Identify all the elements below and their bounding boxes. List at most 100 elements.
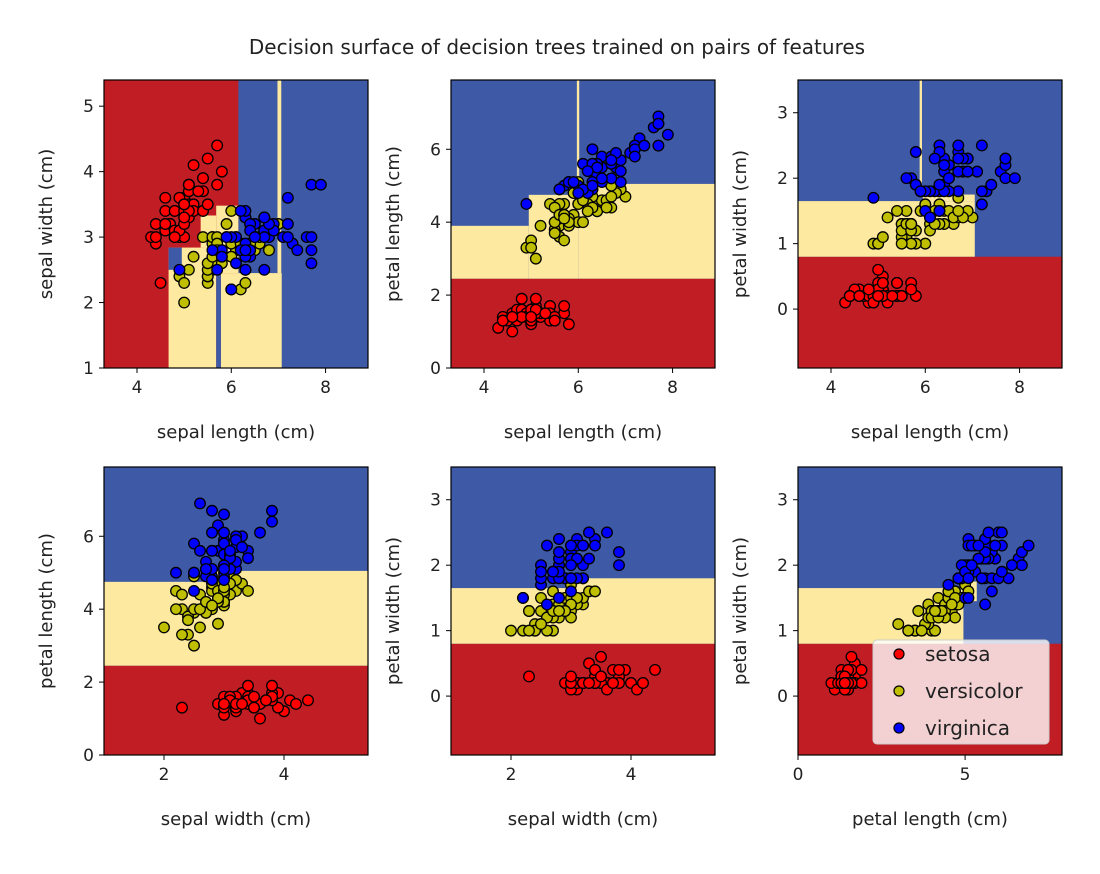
point-virginica [281,218,294,230]
point-versicolor [891,204,903,217]
point-versicolor [176,588,188,601]
point-virginica [961,165,974,178]
point-versicolor [581,205,594,218]
point-versicolor [902,624,915,637]
y-tick-label: 5 [83,97,94,117]
point-virginica [989,539,1002,552]
point-virginica [589,539,601,552]
point-virginica [242,552,254,565]
point-setosa [649,663,661,676]
x-tick-label: 2 [506,765,517,785]
point-virginica [218,508,230,521]
y-tick-label: 0 [430,687,441,707]
point-versicolor [600,201,613,214]
point-versicolor [529,252,542,265]
point-virginica [218,574,230,586]
y-axis-label: petal width (cm) [383,537,404,685]
y-tick-label: 2 [430,286,441,306]
point-virginica [605,154,618,167]
point-setosa [248,701,260,714]
decision-region-setosa [451,278,715,368]
decision-region-versicolor [277,80,282,274]
point-virginica [572,187,585,199]
point-versicolor [876,231,889,244]
point-virginica [995,526,1008,539]
point-virginica [652,117,665,130]
point-versicolor [188,639,200,652]
point-setosa [529,292,542,305]
point-versicolor [535,618,547,631]
y-tick-label: 2 [430,556,441,576]
point-virginica [975,185,988,198]
y-tick-label: 1 [83,359,94,379]
point-setosa [159,191,172,204]
point-versicolor [605,190,618,203]
point-virginica [248,231,261,244]
point-setosa [853,290,866,302]
point-setosa [506,311,519,323]
point-versicolor [892,618,905,631]
point-virginica [952,152,965,165]
x-axis-label: sepal length (cm) [157,422,315,443]
y-tick-label: 3 [777,104,788,124]
y-axis-label: petal width (cm) [730,150,751,298]
point-versicolor [523,605,535,617]
x-axis-label: sepal length (cm) [851,422,1009,443]
point-setosa [149,231,162,244]
y-tick-label: 4 [83,600,94,620]
point-virginica [200,563,212,576]
point-virginica [541,598,553,611]
legend-label-versicolor: versicolor [925,679,1023,703]
y-axis-label: petal length (cm) [383,146,404,302]
point-virginica [215,250,228,263]
point-setosa [583,677,595,689]
point-virginica [583,526,595,539]
point-virginica [266,504,278,517]
point-setosa [539,307,552,320]
point-setosa [872,290,885,302]
legend-label-setosa: setosa [925,642,990,666]
subplot-1: 4 6 8 1 2 3 4 5 sepal length (cm) sepal width (cm… [36,79,369,443]
legend-marker-versicolor [893,685,905,697]
point-versicolor [239,276,252,289]
y-tick-label: 3 [430,491,441,511]
axes-frame [103,79,369,369]
point-virginica [583,552,595,565]
point-virginica [933,204,946,217]
y-tick-label: 0 [777,687,788,707]
point-virginica [652,139,665,152]
point-virginica [239,244,252,257]
point-virginica [995,565,1008,578]
point-setosa [290,698,302,710]
point-virginica [985,585,998,598]
point-setosa [595,650,607,663]
point-versicolor [952,204,965,217]
point-virginica [586,179,599,192]
point-virginica [565,559,577,572]
point-virginica [305,231,318,244]
point-setosa [562,318,575,331]
point-virginica [254,526,266,539]
y-tick-label: 2 [83,294,94,314]
point-setosa [558,300,571,312]
point-virginica [258,263,271,276]
point-setosa [187,159,200,172]
y-tick-label: 4 [430,213,441,233]
y-tick-label: 6 [83,527,94,547]
point-versicolor [158,621,170,634]
y-axis-label: petal length (cm) [36,533,57,689]
point-versicolor [905,218,918,230]
x-tick-label: 4 [479,378,490,398]
point-versicolor [242,584,254,597]
point-virginica [1005,559,1018,572]
point-setosa [201,152,214,165]
point-virginica [581,165,594,178]
point-versicolor [912,605,925,617]
plot-area [451,467,715,755]
y-axis-label: petal width (cm) [730,537,751,685]
point-setosa [211,178,224,191]
decision-region-virginica [216,268,221,368]
point-virginica [206,544,218,557]
point-versicolor [534,219,547,232]
x-tick-label: 4 [626,765,637,785]
